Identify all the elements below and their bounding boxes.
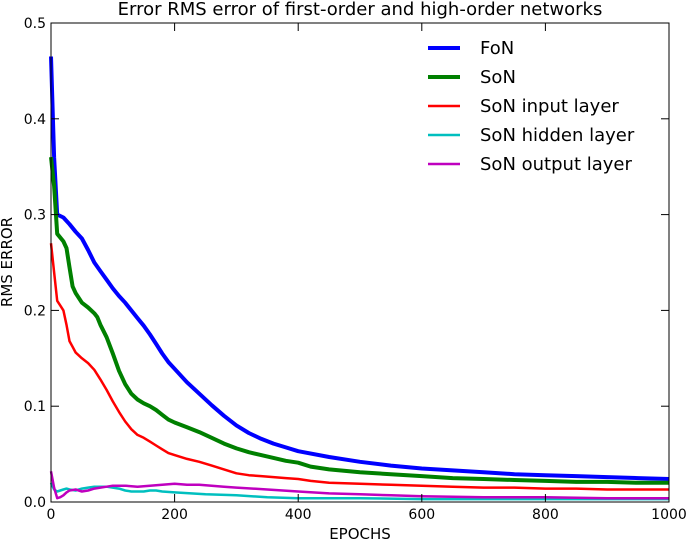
plot-lines: [49, 56, 670, 501]
y-tick-label: 0.4: [24, 112, 46, 128]
legend-label-1: SoN: [480, 67, 516, 88]
ticks: [50, 22, 670, 503]
plot-frame: [50, 22, 670, 503]
series-line-0: [49, 56, 670, 481]
y-tick-label: 0.5: [24, 16, 46, 32]
legend-label-4: SoN output layer: [480, 154, 632, 175]
series-line-3: [49, 482, 669, 501]
y-axis-label: RMS ERROR: [0, 217, 16, 307]
x-tick-label: 0: [47, 507, 56, 523]
x-tick-label: 800: [532, 507, 559, 523]
x-tick-label: 1000: [651, 507, 687, 523]
legend-label-3: SoN hidden layer: [480, 125, 635, 146]
series-line-2: [49, 243, 669, 491]
series-line-4: [49, 471, 669, 500]
chart-title: Error RMS error of first-order and high-…: [118, 0, 603, 20]
series-line-1: [49, 156, 669, 485]
x-tick-label: 400: [285, 507, 312, 523]
y-tick-label: 0.1: [24, 399, 46, 415]
legend-label-0: FoN: [480, 38, 514, 59]
legend: FoN SoN SoN input layer SoN hidden layer SoN…: [428, 38, 635, 175]
legend-label-2: SoN input layer: [480, 96, 619, 117]
y-tick-label: 0.0: [24, 495, 46, 511]
y-tick-label: 0.2: [24, 303, 46, 319]
x-tick-label: 200: [161, 507, 188, 523]
tick-labels: 0 200 400 600 800 1000 0.0 0.1 0.2 0.3 0.4 0.5: [24, 16, 687, 523]
y-tick-label: 0.3: [24, 208, 46, 224]
x-tick-label: 600: [408, 507, 435, 523]
x-axis-label: EPOCHS: [329, 525, 391, 540]
